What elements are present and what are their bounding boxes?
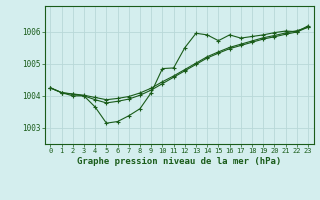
X-axis label: Graphe pression niveau de la mer (hPa): Graphe pression niveau de la mer (hPa)	[77, 157, 281, 166]
